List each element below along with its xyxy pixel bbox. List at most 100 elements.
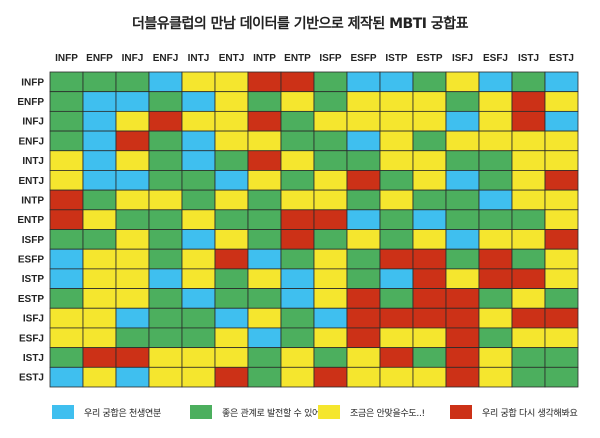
cell-estp-esfj bbox=[478, 288, 513, 309]
cell-istp-infp bbox=[49, 268, 84, 289]
row-header-estp: ESTP bbox=[18, 294, 44, 305]
legend-item: 우리 궁합 다시 생각해봐요 bbox=[450, 401, 578, 423]
cell-enfj-estp bbox=[412, 130, 447, 152]
column-header-infp: INFP bbox=[55, 53, 78, 64]
cell-entp-esfj bbox=[478, 209, 513, 230]
cell-infp-infp bbox=[49, 71, 84, 93]
cell-entj-entp bbox=[280, 170, 315, 191]
cell-infp-istp bbox=[379, 71, 414, 93]
cell-enfp-estj bbox=[544, 91, 579, 112]
cell-istj-intj bbox=[181, 347, 216, 368]
row-header-istj: ISTJ bbox=[23, 353, 44, 364]
cell-esfj-esfj bbox=[478, 327, 513, 349]
legend-label: 좋은 관계로 발전할 수 있어요 bbox=[222, 408, 329, 419]
legend-label: 조금은 안맞을수도..! bbox=[350, 408, 425, 419]
row-header-estj: ESTJ bbox=[19, 373, 44, 384]
cell-intp-esfj bbox=[478, 189, 513, 211]
cell-entj-isfj bbox=[445, 170, 480, 191]
cell-infj-entj bbox=[214, 110, 249, 132]
cell-esfj-entj bbox=[214, 327, 249, 349]
cell-enfj-enfp bbox=[82, 130, 117, 152]
cell-entj-intp bbox=[247, 170, 282, 191]
cell-isfp-estj bbox=[544, 229, 579, 250]
cell-estj-isfp bbox=[313, 366, 348, 388]
column-header-enfj: ENFJ bbox=[153, 53, 179, 64]
cell-intp-enfp bbox=[82, 189, 117, 211]
cell-enfp-istj bbox=[511, 91, 546, 112]
cell-enfj-entj bbox=[214, 130, 249, 152]
cell-entp-intp bbox=[247, 209, 282, 230]
cell-estj-isfj bbox=[445, 366, 480, 388]
row-header-entj: ENTJ bbox=[18, 176, 44, 187]
cell-isfj-intp bbox=[247, 307, 282, 329]
column-header-esfj: ESFJ bbox=[483, 53, 508, 64]
cell-estp-istp bbox=[379, 288, 414, 309]
cell-estp-intp bbox=[247, 288, 282, 309]
cell-esfp-enfj bbox=[148, 248, 183, 270]
cell-estj-esfp bbox=[346, 366, 381, 388]
cell-entp-enfp bbox=[82, 209, 117, 230]
cell-infp-entj bbox=[214, 71, 249, 93]
legend-item: 우리 궁합은 천생연분 bbox=[52, 401, 161, 423]
cell-estp-intj bbox=[181, 288, 216, 309]
cell-esfp-intj bbox=[181, 248, 216, 270]
cell-enfj-esfp bbox=[346, 130, 381, 152]
cell-enfp-intp bbox=[247, 91, 282, 112]
cell-estj-istj bbox=[511, 366, 546, 388]
cell-entp-enfj bbox=[148, 209, 183, 230]
cell-enfj-istj bbox=[511, 130, 546, 152]
legend-item: 좋은 관계로 발전할 수 있어요 bbox=[190, 401, 328, 423]
cell-estj-infj bbox=[115, 366, 150, 388]
cell-estp-estj bbox=[544, 288, 579, 309]
cell-esfj-istj bbox=[511, 327, 546, 349]
cell-isfj-infp bbox=[49, 307, 84, 329]
legend-swatch bbox=[318, 405, 340, 419]
cell-estp-estp bbox=[412, 288, 447, 309]
cell-intj-estp bbox=[412, 150, 447, 171]
cell-isfp-intp bbox=[247, 229, 282, 250]
cell-isfj-infj bbox=[115, 307, 150, 329]
cell-esfp-istj bbox=[511, 248, 546, 270]
cell-intj-infp bbox=[49, 150, 84, 171]
chart-title: 더블유클럽의 만남 데이터를 기반으로 제작된 MBTI 궁합표 bbox=[132, 16, 468, 32]
cell-enfj-esfj bbox=[478, 130, 513, 152]
cell-entp-istp bbox=[379, 209, 414, 230]
cell-istj-istj bbox=[511, 347, 546, 368]
cell-enfj-entp bbox=[280, 130, 315, 152]
cell-esfj-esfp bbox=[346, 327, 381, 349]
cell-esfp-isfp bbox=[313, 248, 348, 270]
cell-estj-entp bbox=[280, 366, 315, 388]
cell-entp-estj bbox=[544, 209, 579, 230]
cell-isfj-esfj bbox=[478, 307, 513, 329]
cell-entj-intj bbox=[181, 170, 216, 191]
cell-estp-entj bbox=[214, 288, 249, 309]
cell-esfp-enfp bbox=[82, 248, 117, 270]
cell-isfj-enfj bbox=[148, 307, 183, 329]
cell-enfp-esfj bbox=[478, 91, 513, 112]
cell-istj-isfp bbox=[313, 347, 348, 368]
legend-label: 우리 궁합은 천생연분 bbox=[84, 408, 161, 419]
cell-enfj-enfj bbox=[148, 130, 183, 152]
cell-intp-estp bbox=[412, 189, 447, 211]
cell-intj-enfp bbox=[82, 150, 117, 171]
cell-enfj-estj bbox=[544, 130, 579, 152]
cell-enfp-entp bbox=[280, 91, 315, 112]
cell-intj-istp bbox=[379, 150, 414, 171]
cell-istp-entp bbox=[280, 268, 315, 289]
cell-infj-esfp bbox=[346, 110, 381, 132]
cell-intp-isfp bbox=[313, 189, 348, 211]
cell-isfp-isfp bbox=[313, 229, 348, 250]
cell-istj-intp bbox=[247, 347, 282, 368]
legend: 우리 궁합은 천생연분 좋은 관계로 발전할 수 있어요 조금은 안맞을수도..! 우… bbox=[52, 401, 600, 423]
legend-swatch bbox=[450, 405, 472, 419]
cell-istj-infp bbox=[49, 347, 84, 368]
cell-istp-istp bbox=[379, 268, 414, 289]
legend-swatch bbox=[52, 405, 74, 419]
cell-estj-infp bbox=[49, 366, 84, 388]
cell-esfj-intj bbox=[181, 327, 216, 349]
cell-infp-isfj bbox=[445, 71, 480, 93]
cell-infp-estp bbox=[412, 71, 447, 93]
cell-entj-istp bbox=[379, 170, 414, 191]
cell-isfj-enfp bbox=[82, 307, 117, 329]
column-header-esfp: ESFP bbox=[350, 53, 376, 64]
